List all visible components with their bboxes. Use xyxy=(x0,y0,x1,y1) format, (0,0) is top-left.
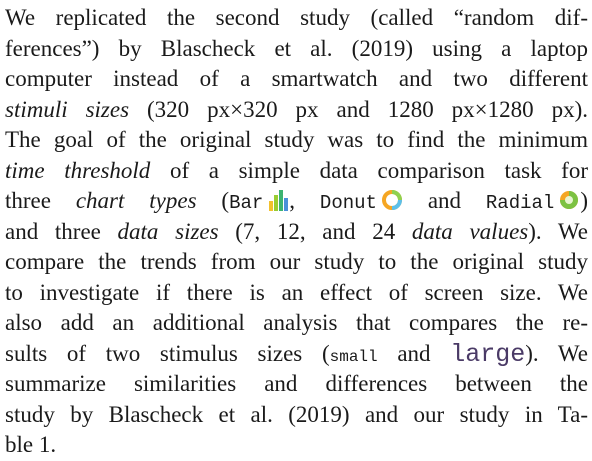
text: data values xyxy=(411,218,529,244)
text: stimuli sizes xyxy=(5,96,130,122)
text: summarize similarities and differences b… xyxy=(5,371,588,396)
text: computer instead of a smartwatch and two… xyxy=(5,66,588,91)
line: three chart types (Bar, Donut and Radial… xyxy=(5,186,588,217)
line: also add an additional analysis that com… xyxy=(5,308,588,339)
code: Donut xyxy=(319,192,377,214)
line: We replicated the second study (called “… xyxy=(5,3,588,34)
text: ( xyxy=(196,188,230,213)
text: (320 px×320 px and 1280 px×1280 px). xyxy=(129,96,588,122)
text: time threshold xyxy=(5,157,151,183)
line: study by Blascheck et al. (2019) and our… xyxy=(5,400,588,431)
text: We replicated the second study (called “… xyxy=(5,5,588,30)
line: summarize similarities and differences b… xyxy=(5,369,588,400)
text: ferences”) by Blascheck et al. (2019) us… xyxy=(5,35,588,61)
bar-icon xyxy=(269,190,289,211)
line: The goal of the original study was to fi… xyxy=(5,125,588,156)
line: stimuli sizes (320 px×320 px and 1280 px… xyxy=(5,95,588,126)
code: small xyxy=(329,347,378,366)
donut-icon xyxy=(381,190,402,210)
text: of a simple data comparison task for xyxy=(150,157,589,183)
code: large xyxy=(450,339,526,369)
text: ). We xyxy=(525,340,588,366)
text: The goal of the original study was to fi… xyxy=(5,127,588,152)
text: and three xyxy=(5,218,118,244)
line: computer instead of a smartwatch and two… xyxy=(5,64,588,95)
line: time threshold of a simple data comparis… xyxy=(5,156,588,187)
text: ble 1. xyxy=(5,432,57,457)
text: ). We xyxy=(528,218,588,244)
line: and three data sizes (7, 12, and 24 data… xyxy=(5,217,588,248)
line: compare the trends from our study to the… xyxy=(5,247,588,278)
text: chart types xyxy=(75,188,197,213)
text: and xyxy=(377,340,451,366)
text: , xyxy=(289,188,320,213)
line: sults of two stimulus sizes (small and l… xyxy=(5,339,588,370)
text: compare the trends from our study to the… xyxy=(5,249,588,274)
code: Radial xyxy=(485,192,555,214)
text: data sizes xyxy=(117,218,219,244)
radial-icon xyxy=(560,191,579,209)
text: to investigate if there is an effect of … xyxy=(5,279,588,305)
text: sults of two stimulus sizes ( xyxy=(5,340,330,366)
line: ferences”) by Blascheck et al. (2019) us… xyxy=(5,34,588,65)
text: (7, 12, and 24 xyxy=(218,218,412,244)
text: also add an additional analysis that com… xyxy=(5,310,588,335)
text: ) xyxy=(580,188,588,213)
code: Bar xyxy=(229,192,264,214)
line: to investigate if there is an effect of … xyxy=(5,278,588,309)
text: study by Blascheck et al. (2019) and our… xyxy=(5,401,588,427)
text: three xyxy=(5,188,76,213)
line: ble 1. xyxy=(5,430,588,461)
text: and xyxy=(402,188,486,213)
